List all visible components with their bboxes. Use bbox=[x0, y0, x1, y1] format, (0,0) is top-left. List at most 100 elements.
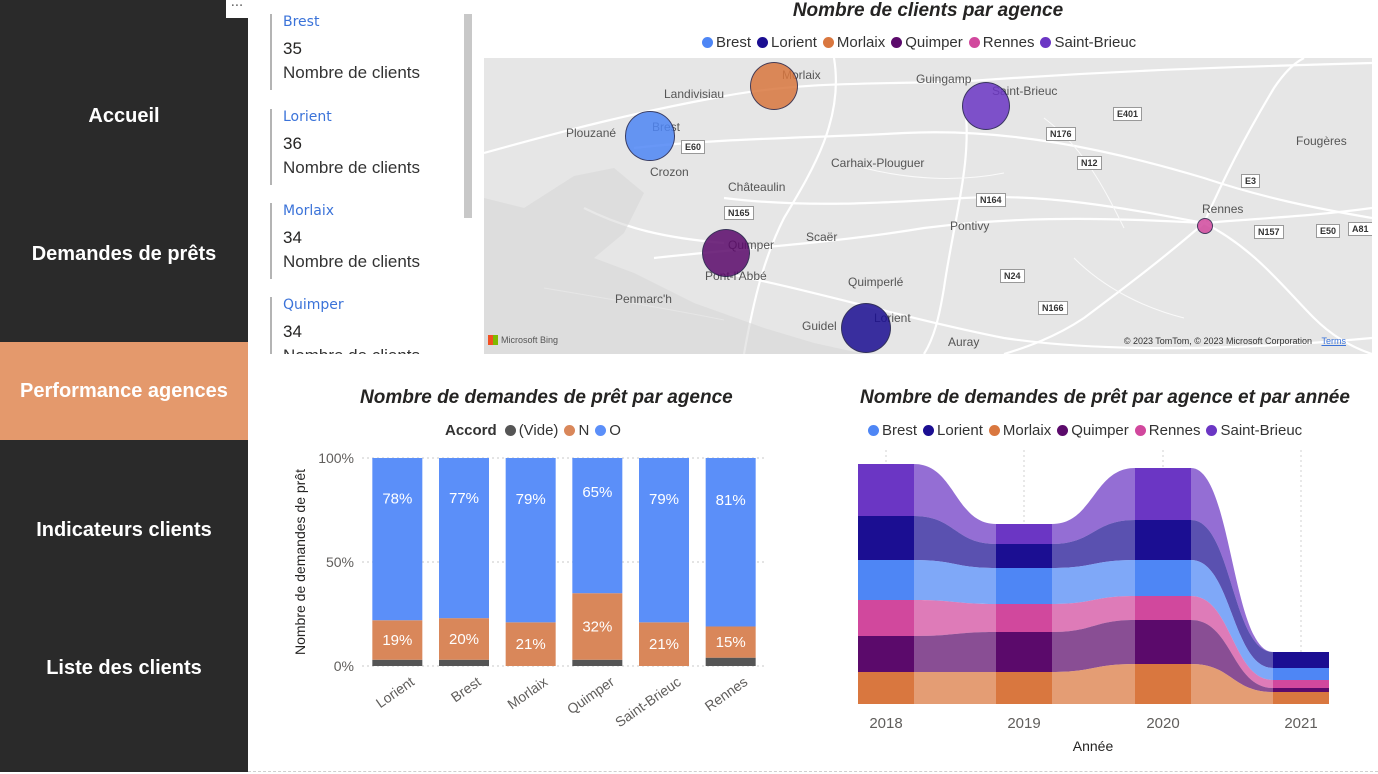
legend-item[interactable]: Brest bbox=[702, 34, 751, 51]
ribbon-band-rennes[interactable] bbox=[914, 600, 996, 636]
bar-segment-n[interactable] bbox=[705, 626, 756, 658]
bar-segment-vide[interactable] bbox=[572, 659, 623, 666]
ribbon-band-rennes[interactable] bbox=[1191, 596, 1273, 688]
stacked-bar-chart[interactable]: 0% 50% 100% Nombre de demandes de prêt 19% 78… bbox=[286, 440, 786, 770]
map-terms-link[interactable]: Terms bbox=[1321, 336, 1347, 346]
legend-item[interactable]: Quimper bbox=[891, 34, 963, 51]
bar-segment-o[interactable] bbox=[505, 458, 556, 623]
bar-segment-o[interactable] bbox=[372, 458, 423, 621]
ribbon-band-brest[interactable] bbox=[1191, 560, 1273, 680]
ribbon-segment-morlaix[interactable] bbox=[996, 672, 1052, 704]
card-caption: Nombre de clients bbox=[283, 63, 421, 82]
ribbon-band-saint-brieuc[interactable] bbox=[1191, 468, 1273, 652]
map-bubble-brest[interactable] bbox=[625, 111, 675, 161]
cards-scrollbar[interactable] bbox=[464, 14, 472, 218]
nav-demandes-prets-button[interactable]: Demandes de prêts bbox=[31, 242, 217, 265]
ribbon-segment-saint-brieuc[interactable] bbox=[858, 464, 914, 516]
legend-item[interactable]: Rennes bbox=[1134, 422, 1200, 439]
bar-segment-vide[interactable] bbox=[705, 657, 756, 666]
ribbon-segment-quimper[interactable] bbox=[996, 632, 1052, 672]
bar-segment-vide[interactable] bbox=[439, 659, 489, 666]
bar-segment-n[interactable] bbox=[572, 593, 623, 660]
ribbon-band-brest[interactable] bbox=[1052, 560, 1135, 604]
ribbon-segment-rennes[interactable] bbox=[996, 604, 1052, 632]
legend-item[interactable]: N bbox=[564, 422, 589, 439]
card-caption: Nombre de clients bbox=[283, 158, 421, 177]
ribbon-band-saint-brieuc[interactable] bbox=[1052, 468, 1135, 544]
bar-segment-n[interactable] bbox=[439, 618, 489, 660]
ribbon-segment-morlaix[interactable] bbox=[858, 672, 914, 704]
ribbon-segment-brest[interactable] bbox=[996, 568, 1052, 604]
ribbon-band-lorient[interactable] bbox=[1191, 520, 1273, 668]
legend-item[interactable]: Saint-Brieuc bbox=[1040, 34, 1136, 51]
ribbon-band-morlaix[interactable] bbox=[1052, 664, 1135, 704]
bubble-map[interactable]: Morlaix Guingamp Landivisiau Saint-Brieuc Pl… bbox=[484, 58, 1372, 354]
map-bubble-quimper[interactable] bbox=[701, 228, 751, 278]
legend-label: Morlaix bbox=[836, 34, 886, 51]
legend-item[interactable]: Rennes bbox=[968, 34, 1034, 51]
legend-item[interactable]: Lorient bbox=[757, 34, 817, 51]
ribbon-segment-lorient[interactable] bbox=[858, 516, 914, 560]
bar-segment-o[interactable] bbox=[439, 458, 489, 619]
ribbon-segment-brest[interactable] bbox=[1135, 560, 1191, 596]
nav-performance-agences-button[interactable]: Performance agences bbox=[0, 342, 248, 440]
map-bubble-lorient[interactable] bbox=[841, 303, 891, 353]
ribbon-band-morlaix[interactable] bbox=[914, 672, 996, 704]
nav-liste-clients-button[interactable]: Liste des clients bbox=[46, 656, 202, 679]
ribbon-band-rennes[interactable] bbox=[1052, 596, 1135, 632]
ribbon-segment-quimper[interactable] bbox=[858, 636, 914, 672]
card-value: 36 bbox=[283, 134, 302, 153]
ribbon-segment-morlaix[interactable] bbox=[1135, 664, 1191, 704]
ribbon-segment-lorient[interactable] bbox=[996, 544, 1052, 568]
legend-item[interactable]: O bbox=[595, 422, 621, 439]
ribbon-band-morlaix[interactable] bbox=[1191, 664, 1273, 704]
ribbon-band-lorient[interactable] bbox=[1052, 520, 1135, 568]
legend-label: Quimper bbox=[1071, 422, 1129, 439]
card-agency-name: Brest bbox=[283, 14, 320, 30]
ribbon-band-quimper[interactable] bbox=[914, 632, 996, 672]
legend-item[interactable]: Saint-Brieuc bbox=[1206, 422, 1302, 439]
ribbon-chart[interactable]: 2018 2019 2020 2021 Année bbox=[852, 450, 1352, 770]
legend-item[interactable]: Morlaix bbox=[988, 422, 1051, 439]
ribbon-band-quimper[interactable] bbox=[1191, 620, 1273, 692]
ribbon-band-brest[interactable] bbox=[914, 560, 996, 604]
ribbon-segment-lorient[interactable] bbox=[1135, 520, 1191, 560]
ribbon-segment-rennes[interactable] bbox=[1273, 680, 1329, 688]
legend-item[interactable]: Morlaix bbox=[822, 34, 886, 51]
nav-accueil-button[interactable]: Accueil bbox=[88, 104, 160, 127]
ribbon-segment-quimper[interactable] bbox=[1273, 688, 1329, 692]
map-place-label: Quimperlé bbox=[848, 275, 904, 289]
legend-item[interactable]: Quimper bbox=[1057, 422, 1129, 439]
map-bubble-rennes[interactable] bbox=[1197, 218, 1213, 234]
bar-segment-o[interactable] bbox=[639, 458, 689, 623]
ribbon-segment-saint-brieuc[interactable] bbox=[996, 524, 1052, 544]
ribbon-band-saint-brieuc[interactable] bbox=[914, 464, 996, 544]
agency-cards-list[interactable]: Brest 35 Nombre de clients Lorient 36 No… bbox=[262, 8, 474, 354]
ribbon-band-quimper[interactable] bbox=[1052, 620, 1135, 672]
ribbon-segment-brest[interactable] bbox=[1273, 668, 1329, 680]
legend-item[interactable]: (Vide) bbox=[504, 422, 558, 439]
bar-segment-o[interactable] bbox=[572, 458, 623, 594]
map-bubble-saint-brieuc[interactable] bbox=[961, 81, 1011, 131]
ribbon-segment-saint-brieuc[interactable] bbox=[1135, 468, 1191, 520]
more-options-icon[interactable]: ··· bbox=[226, 0, 248, 18]
ribbon-segment-rennes[interactable] bbox=[858, 600, 914, 636]
ribbon-segment-lorient[interactable] bbox=[1273, 652, 1329, 668]
ribbon-segment-morlaix[interactable] bbox=[1273, 692, 1329, 704]
bar-data-label: 81% bbox=[716, 492, 746, 509]
ribbon-segment-rennes[interactable] bbox=[1135, 596, 1191, 620]
map-bubble-morlaix[interactable] bbox=[749, 61, 799, 111]
ribbon-segment-quimper[interactable] bbox=[1135, 620, 1191, 664]
legend-item[interactable]: Brest bbox=[868, 422, 917, 439]
bar-data-label: 15% bbox=[716, 634, 746, 651]
bar-segment-n[interactable] bbox=[505, 622, 556, 666]
nav-indicateurs-clients-button[interactable]: Indicateurs clients bbox=[36, 518, 212, 541]
bar-segment-vide[interactable] bbox=[372, 659, 423, 666]
ribbon-band-lorient[interactable] bbox=[914, 516, 996, 568]
bar-segment-n[interactable] bbox=[372, 620, 423, 660]
legend-label: Saint-Brieuc bbox=[1220, 422, 1303, 439]
ribbon-segment-brest[interactable] bbox=[858, 560, 914, 600]
legend-item[interactable]: Lorient bbox=[923, 422, 983, 439]
bar-segment-o[interactable] bbox=[705, 458, 756, 627]
bar-segment-n[interactable] bbox=[639, 622, 689, 666]
